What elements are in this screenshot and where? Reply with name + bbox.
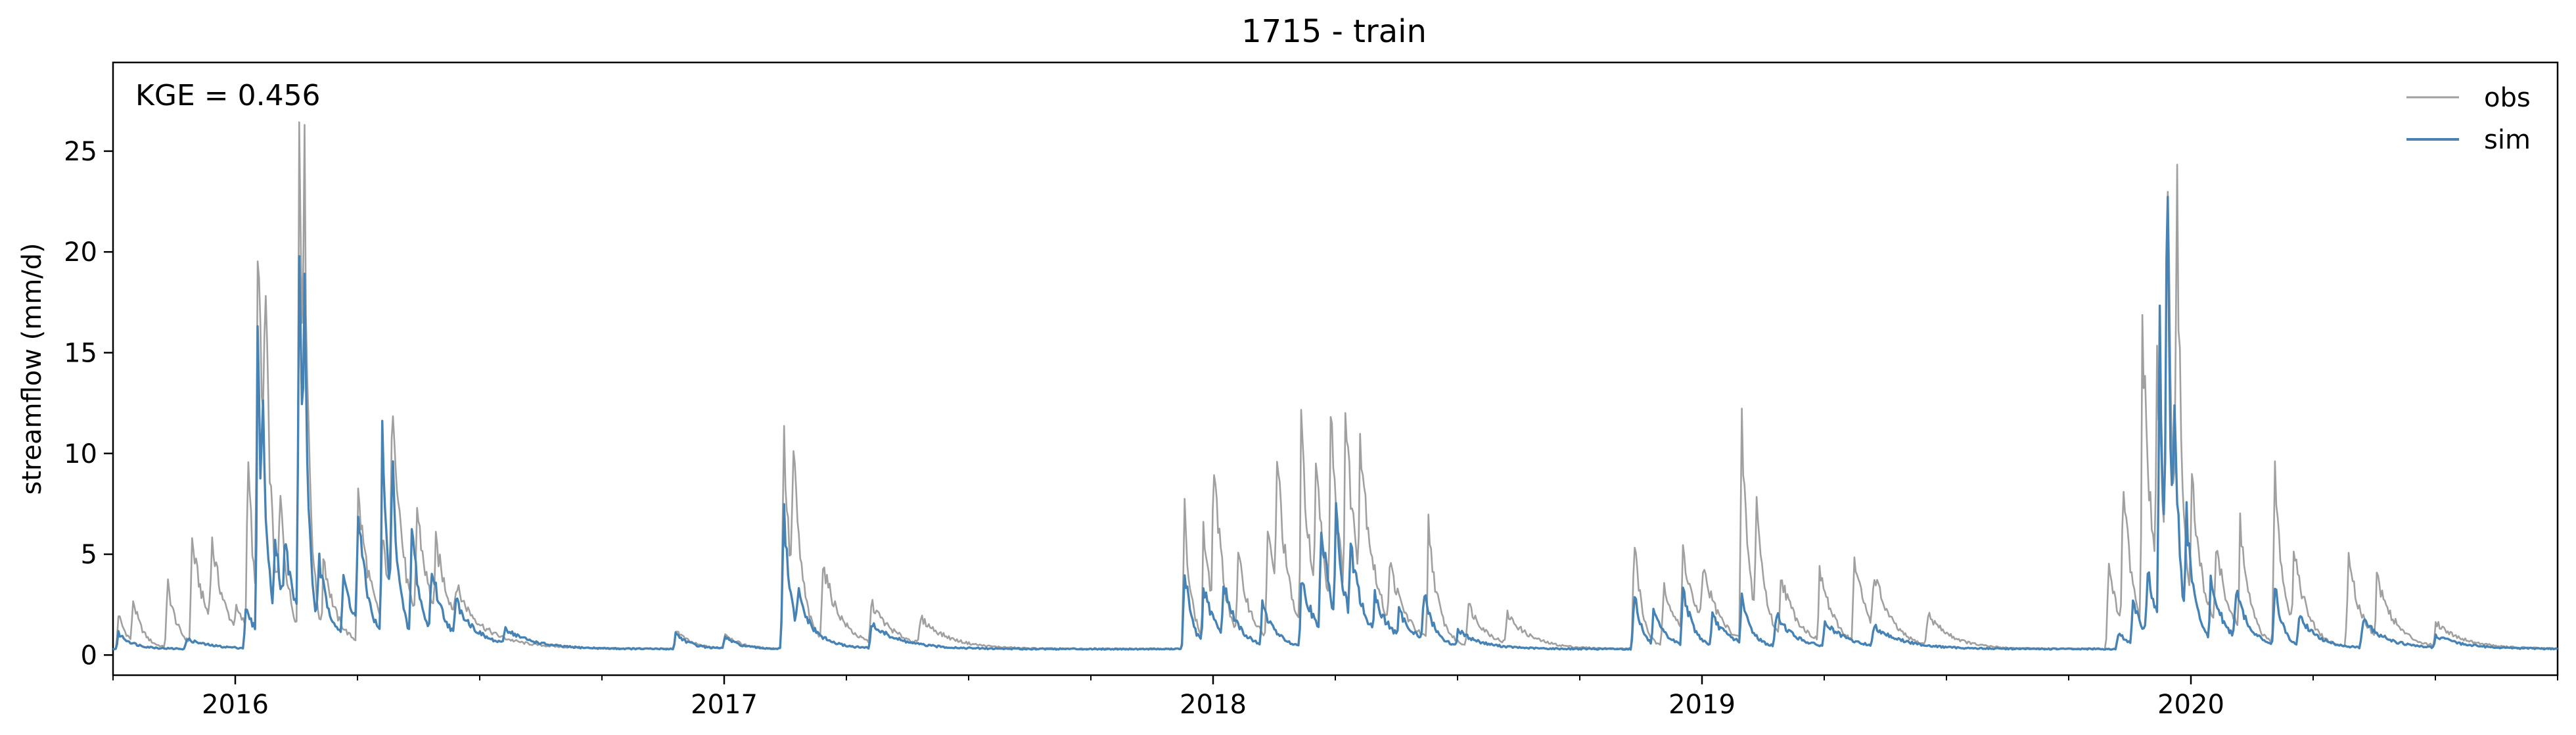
- series-line-obs: [112, 121, 2558, 651]
- series-line-sim: [112, 195, 2558, 651]
- x-tick-label: 2019: [1668, 690, 1736, 720]
- x-minor-ticks: [112, 675, 2558, 680]
- x-tick-label: 2018: [1180, 690, 1247, 720]
- y-tick-label: 5: [81, 540, 97, 570]
- legend: obs sim: [2406, 83, 2531, 155]
- x-axis: 2016 2017 2018 2019 2020: [202, 675, 2224, 720]
- plot-lines: [112, 121, 2558, 651]
- chart-title: 1715 - train: [1241, 13, 1427, 50]
- y-tick-label: 25: [64, 137, 97, 167]
- legend-obs-label: obs: [2484, 83, 2531, 113]
- y-tick-label: 0: [81, 640, 97, 671]
- y-axis-label: streamflow (mm/d): [17, 243, 47, 494]
- x-tick-label: 2016: [202, 690, 269, 720]
- kge-annotation: KGE = 0.456: [135, 79, 321, 112]
- x-tick-label: 2020: [2157, 690, 2224, 720]
- y-axis: 0 5 10 15 20 25: [64, 137, 113, 671]
- y-tick-label: 15: [64, 338, 97, 368]
- y-tick-label: 20: [64, 237, 97, 268]
- legend-sim-label: sim: [2484, 125, 2531, 155]
- y-tick-label: 10: [64, 439, 97, 469]
- x-tick-label: 2017: [691, 690, 758, 720]
